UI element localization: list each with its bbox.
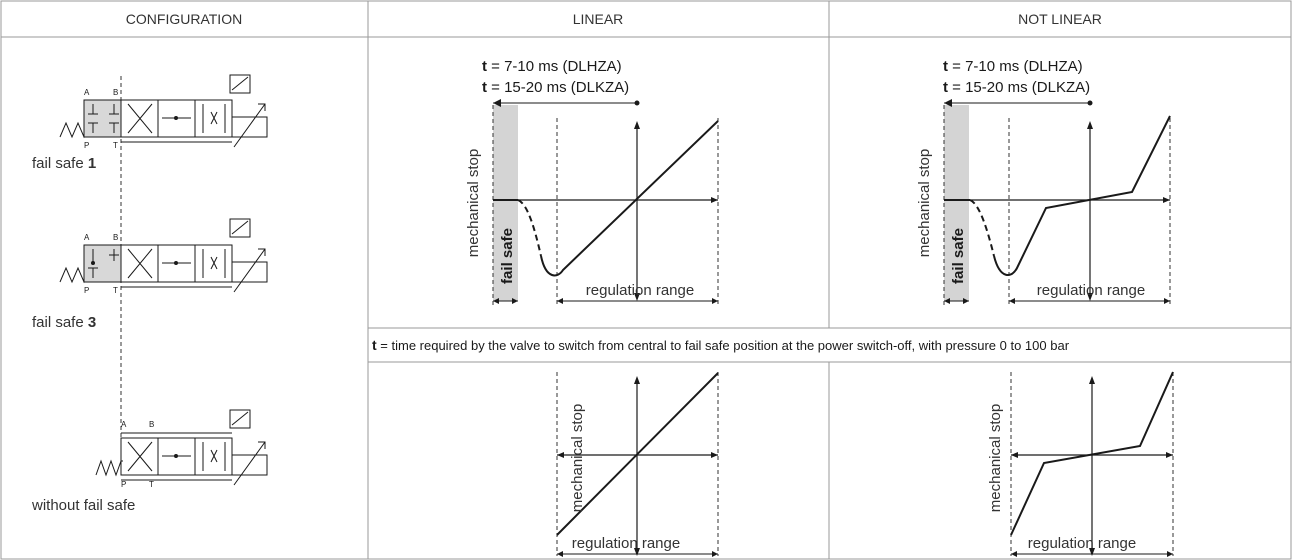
mechanical-stop-label: mechanical stop <box>569 404 586 512</box>
svg-text:P: P <box>121 480 126 489</box>
valve-symbol-fail-safe-1: A B P T <box>59 74 268 150</box>
timing-line-1-linear: t = 7-10 ms (DLHZA) <box>482 58 622 75</box>
mechanical-stop-label: mechanical stop <box>987 404 1004 512</box>
fail-safe-band <box>944 105 969 301</box>
timing-note: t = time required by the valve to switch… <box>372 337 1070 353</box>
valve-symbol-fail-safe-3: A B P T <box>59 218 268 295</box>
svg-text:T: T <box>113 286 118 295</box>
regulation-range-label: regulation range <box>1028 535 1136 552</box>
header-configuration: CONFIGURATION <box>126 11 242 27</box>
regulation-range-label: regulation range <box>586 282 694 299</box>
svg-text:B: B <box>149 420 154 429</box>
lvdt-transducer-icon <box>229 74 251 94</box>
header-linear: LINEAR <box>573 11 624 27</box>
spring-icon <box>95 459 123 477</box>
svg-text:T: T <box>113 141 118 150</box>
mechanical-stop-label: mechanical stop <box>465 149 482 257</box>
lvdt-transducer-icon <box>229 409 251 429</box>
svg-text:A: A <box>121 420 127 429</box>
fail-safe-label: fail safe <box>950 228 967 284</box>
svg-text:P: P <box>84 286 89 295</box>
config-label-fail-safe-1: fail safe 1 <box>32 155 96 172</box>
svg-text:A: A <box>84 88 90 97</box>
lvdt-transducer-icon <box>229 218 251 238</box>
graph-linear-no-fail-safe: mechanical stop regulation range <box>556 372 719 557</box>
config-label-without-fail-safe: without fail safe <box>31 497 135 514</box>
fail-safe-band <box>493 105 518 301</box>
regulation-range-label: regulation range <box>572 535 680 552</box>
graph-linear-fail-safe: mechanical stop fail safe regulation ran… <box>465 99 719 305</box>
regulation-range-label: regulation range <box>1037 282 1145 299</box>
svg-text:A: A <box>84 233 90 242</box>
timing-line-2-linear: t = 15-20 ms (DLKZA) <box>482 79 629 96</box>
mechanical-stop-label: mechanical stop <box>916 149 933 257</box>
timing-line-1-not-linear: t = 7-10 ms (DLHZA) <box>943 58 1083 75</box>
timing-line-2-not-linear: t = 15-20 ms (DLKZA) <box>943 79 1090 96</box>
svg-text:B: B <box>113 88 118 97</box>
svg-text:P: P <box>84 141 89 150</box>
valve-symbol-without-fail-safe: A B P T <box>95 409 268 489</box>
header-not-linear: NOT LINEAR <box>1018 11 1102 27</box>
svg-text:T: T <box>149 480 154 489</box>
config-label-fail-safe-3: fail safe 3 <box>32 314 96 331</box>
fail-safe-label: fail safe <box>499 228 516 284</box>
svg-text:B: B <box>113 233 118 242</box>
graph-not-linear-fail-safe: mechanical stop fail safe regulation ran… <box>916 99 1171 305</box>
graph-not-linear-no-fail-safe: mechanical stop regulation range <box>987 371 1174 557</box>
